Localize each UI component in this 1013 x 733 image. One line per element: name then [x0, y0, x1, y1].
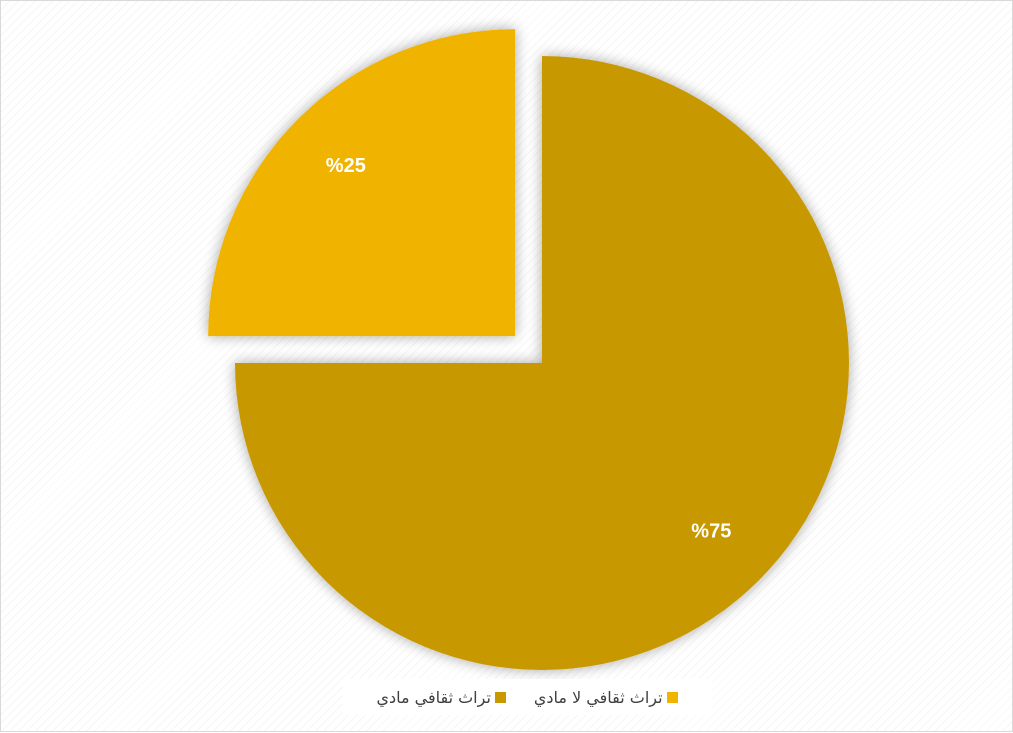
- pie-slices: [208, 29, 849, 670]
- legend-label-intangible: تراث ثقافي لا مادي: [533, 687, 663, 707]
- legend-swatch-tangible: [494, 691, 506, 703]
- pie-slice-intangible: [208, 29, 516, 337]
- legend-item-intangible: تراث ثقافي لا مادي: [534, 688, 678, 707]
- data-label-intangible: %25: [326, 155, 366, 177]
- pie-data-labels: %75 %25: [326, 155, 732, 543]
- pie-slice-tangible: [235, 56, 849, 670]
- legend-label-tangible: تراث ثقافي مادي: [376, 687, 491, 707]
- data-label-tangible: %75: [691, 521, 731, 543]
- legend: تراث ثقافي مادي تراث ثقافي لا مادي: [343, 679, 711, 715]
- legend-swatch-intangible: [666, 691, 678, 703]
- legend-item-tangible: تراث ثقافي مادي: [376, 687, 506, 707]
